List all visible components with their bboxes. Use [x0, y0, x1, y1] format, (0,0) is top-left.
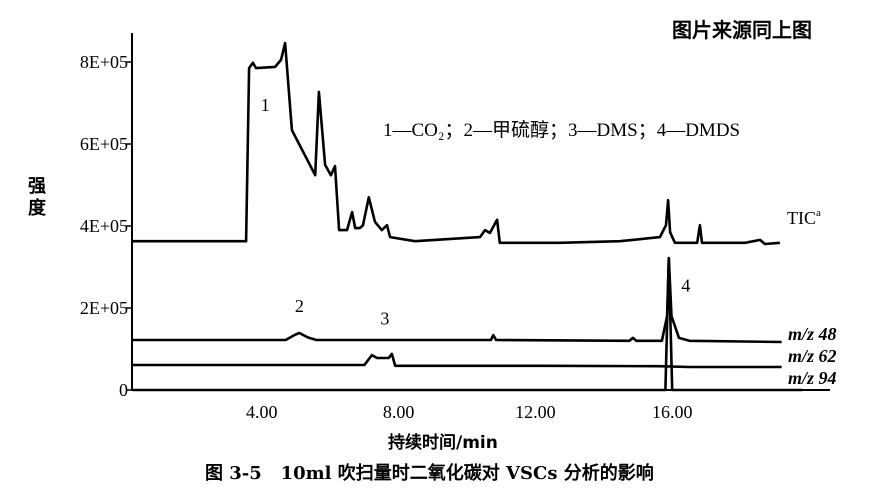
trace-m-z-94 — [132, 256, 803, 392]
series-label-mz48: m/z 48 — [788, 324, 837, 344]
trace-m-z-62 — [132, 352, 782, 369]
figure-caption: 图 3-5 10ml 吹扫量时二氧化碳对 VSCs 分析的影响 — [205, 463, 654, 484]
peak-label: 1 — [261, 95, 270, 115]
trace-tic — [132, 41, 781, 246]
y-tick-label: 0 — [119, 380, 128, 400]
y-tick-label: 2E+05 — [80, 298, 128, 318]
series-label-mz62: m/z 62 — [788, 346, 837, 366]
y-axis-label: 强度 — [28, 176, 46, 219]
series-label-tic: TICa — [787, 207, 821, 228]
series-label-mz94: m/z 94 — [788, 368, 837, 388]
peak-legend: 1—CO₂；2—甲硫醇；3—DMS；4—DMDS — [383, 119, 740, 141]
y-tick-label: 6E+05 — [80, 134, 128, 154]
y-tick-label: 8E+05 — [80, 52, 128, 72]
x-tick-label: 12.00 — [515, 402, 556, 422]
peak-label: 2 — [295, 296, 304, 316]
x-tick-label: 4.00 — [246, 402, 278, 422]
x-tick-label: 16.00 — [652, 402, 693, 422]
peak-label: 3 — [380, 308, 389, 328]
trace-m-z-48 — [132, 256, 782, 344]
y-tick-label: 4E+05 — [80, 216, 128, 236]
source-note: 图片来源同上图 — [672, 18, 812, 42]
x-axis-label: 持续时间/min — [388, 433, 498, 453]
x-tick-label: 8.00 — [383, 402, 415, 422]
peak-label: 4 — [681, 276, 690, 296]
